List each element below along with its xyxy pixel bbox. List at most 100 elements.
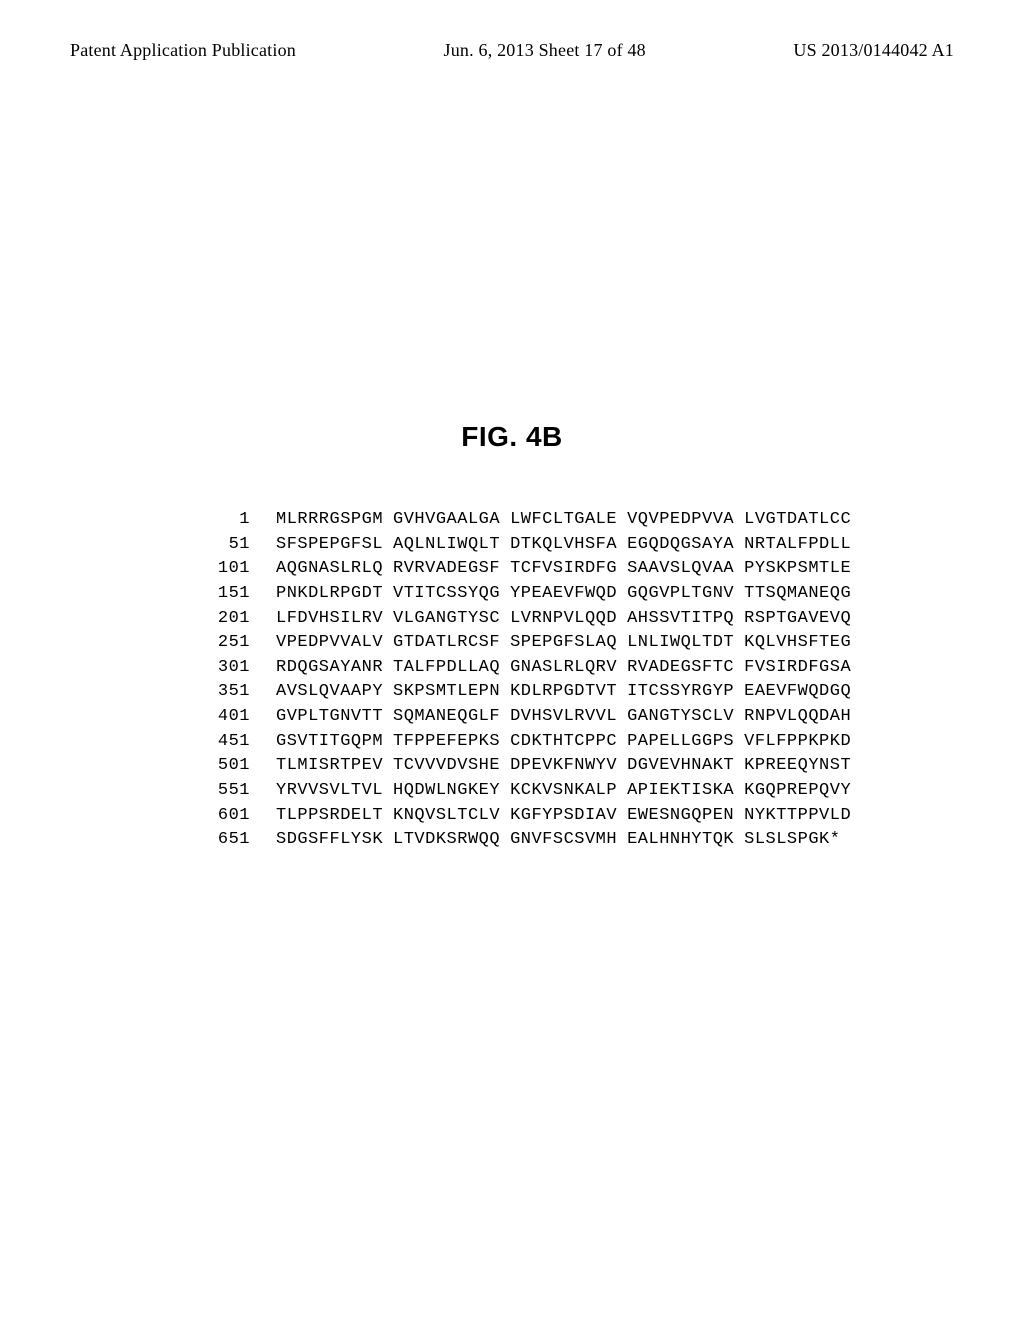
header-right: US 2013/0144042 A1 xyxy=(793,40,954,61)
sequence-block-segment: VTITCSSYQG xyxy=(393,582,500,607)
sequence-block-segment: GVPLTGNVTT xyxy=(276,705,383,730)
sequence-block-segment: HQDWLNGKEY xyxy=(393,779,500,804)
figure-label: FIG. 4B xyxy=(70,421,954,453)
sequence-block-segment: GNVFSCSVMH xyxy=(510,828,617,853)
sequence-block-segment: SPEPGFSLAQ xyxy=(510,631,617,656)
sequence-block-segment: DVHSVLRVVL xyxy=(510,705,617,730)
sequence-block-segment: EALHNHYTQK xyxy=(627,828,734,853)
sequence-block-segment: YPEAEVFWQD xyxy=(510,582,617,607)
sequence-row: 601 TLPPSRDELT KNQVSLTCLV KGFYPSDIAV EWESNGQ… xyxy=(200,804,954,829)
sequence-block-segment: TFPPEFEPKS xyxy=(393,730,500,755)
sequence-row: 51 SFSPEPGFSL AQLNLIWQLT DTKQLVHSFA EGQDQGSA… xyxy=(200,533,954,558)
sequence-block-segment: KGQPREPQVY xyxy=(744,779,851,804)
sequence-block-segment: EAEVFWQDGQ xyxy=(744,680,851,705)
sequence-block-segment: AQGNASLRLQ xyxy=(276,557,383,582)
sequence-block-segment: APIEKTISKA xyxy=(627,779,734,804)
sequence-block-segment: DPEVKFNWYV xyxy=(510,754,617,779)
sequence-block-segment: GQGVPLTGNV xyxy=(627,582,734,607)
header-left: Patent Application Publication xyxy=(70,40,296,61)
sequence-block-segment: KCKVSNKALP xyxy=(510,779,617,804)
sequence-block-segment: PYSKPSMTLE xyxy=(744,557,851,582)
sequence-block-segment: NYKTTPPVLD xyxy=(744,804,851,829)
sequence-block-segment: AVSLQVAAPY xyxy=(276,680,383,705)
sequence-block-segment: EGQDQGSAYA xyxy=(627,533,734,558)
sequence-block-segment: LNLIWQLTDT xyxy=(627,631,734,656)
sequence-block-segment: EWESNGQPEN xyxy=(627,804,734,829)
sequence-row: 551YRVVSVLTVLHQDWLNGKEYKCKVSNKALPAPIEKTI… xyxy=(200,779,954,804)
sequence-position: 351 xyxy=(200,680,250,705)
sequence-block-segment: LVRNPVLQQD xyxy=(510,607,617,632)
sequence-row: 101 AQGNASLRLQ RVRVADEGSF TCFVSIRDFG SAAVSLQ… xyxy=(200,557,954,582)
sequence-block-segment: KGFYPSDIAV xyxy=(510,804,617,829)
sequence-block-segment: TLPPSRDELT xyxy=(276,804,383,829)
sequence-position: 101 xyxy=(200,557,250,582)
sequence-position: 151 xyxy=(200,582,250,607)
sequence-row: 201 LFDVHSILRV VLGANGTYSC LVRNPVLQQD AHSSVTI… xyxy=(200,607,954,632)
sequence-row: 401 GVPLTGNVTT SQMANEQGLF DVHSVLRVVL GANGTYS… xyxy=(200,705,954,730)
sequence-block-segment: SKPSMTLEPN xyxy=(393,680,500,705)
sequence-position: 201 xyxy=(200,607,250,632)
sequence-row: 151 PNKDLRPGDT VTITCSSYQG YPEAEVFWQD GQGVPLT… xyxy=(200,582,954,607)
sequence-block-segment: KPREEQYNST xyxy=(744,754,851,779)
sequence-position: 401 xyxy=(200,705,250,730)
sequence-block-segment: VLGANGTYSC xyxy=(393,607,500,632)
sequence-block-segment: TALFPDLLAQ xyxy=(393,656,500,681)
sequence-block: 1 MLRRRGSPGM GVHVGAALGA LWFCLTGALE VQVPEDPVV… xyxy=(200,508,954,853)
sequence-block-segment: VFLFPPKPKD xyxy=(744,730,851,755)
sequence-block-segment: KDLRPGDTVT xyxy=(510,680,617,705)
sequence-block-segment: RVRVADEGSF xyxy=(393,557,500,582)
sequence-block-segment: GNASLRLQRV xyxy=(510,656,617,681)
sequence-position: 51 xyxy=(200,533,250,558)
page-header: Patent Application Publication Jun. 6, 2… xyxy=(70,40,954,61)
sequence-block-segment: SAAVSLQVAA xyxy=(627,557,734,582)
sequence-block-segment: GANGTYSCLV xyxy=(627,705,734,730)
sequence-block-segment: TCFVSIRDFG xyxy=(510,557,617,582)
sequence-position: 451 xyxy=(200,730,250,755)
sequence-block-segment: PAPELLGGPS xyxy=(627,730,734,755)
sequence-block-segment: SQMANEQGLF xyxy=(393,705,500,730)
sequence-block-segment: TLMISRTPEV xyxy=(276,754,383,779)
sequence-block-segment: PNKDLRPGDT xyxy=(276,582,383,607)
sequence-block-segment: YRVVSVLTVL xyxy=(276,779,383,804)
sequence-block-segment: GTDATLRCSF xyxy=(393,631,500,656)
sequence-position: 251 xyxy=(200,631,250,656)
sequence-block-segment: RSPTGAVEVQ xyxy=(744,607,851,632)
sequence-block-segment: ITCSSYRGYP xyxy=(627,680,734,705)
sequence-block-segment: VQVPEDPVVA xyxy=(627,508,734,533)
sequence-block-segment: KQLVHSFTEG xyxy=(744,631,851,656)
sequence-block-segment: GSVTITGQPM xyxy=(276,730,383,755)
sequence-block-segment: AQLNLIWQLT xyxy=(393,533,500,558)
sequence-block-segment: AHSSVTITPQ xyxy=(627,607,734,632)
sequence-row: 1 MLRRRGSPGM GVHVGAALGA LWFCLTGALE VQVPEDPVV… xyxy=(200,508,954,533)
sequence-block-segment: TCVVVDVSHE xyxy=(393,754,500,779)
sequence-block-segment: TTSQMANEQG xyxy=(744,582,851,607)
sequence-block-segment: LFDVHSILRV xyxy=(276,607,383,632)
sequence-block-segment: LWFCLTGALE xyxy=(510,508,617,533)
sequence-block-segment: LTVDKSRWQQ xyxy=(393,828,500,853)
sequence-position: 601 xyxy=(200,804,250,829)
sequence-row: 351 AVSLQVAAPY SKPSMTLEPN KDLRPGDTVT ITCSSYR… xyxy=(200,680,954,705)
header-center: Jun. 6, 2013 Sheet 17 of 48 xyxy=(443,40,645,61)
sequence-block-segment: RNPVLQQDAH xyxy=(744,705,851,730)
sequence-block-segment: DTKQLVHSFA xyxy=(510,533,617,558)
sequence-block-segment: SDGSFFLYSK xyxy=(276,828,383,853)
sequence-block-segment: CDKTHTCPPC xyxy=(510,730,617,755)
sequence-row: 301RDQGSAYANRTALFPDLLAQGNASLRLQRVRVADEGS… xyxy=(200,656,954,681)
sequence-block-segment: RDQGSAYANR xyxy=(276,656,383,681)
sequence-block-segment: SFSPEPGFSL xyxy=(276,533,383,558)
sequence-row: 451 GSVTITGQPM TFPPEFEPKS CDKTHTCPPC PAPELLG… xyxy=(200,730,954,755)
sequence-position: 1 xyxy=(200,508,250,533)
sequence-block-segment: KNQVSLTCLV xyxy=(393,804,500,829)
sequence-block-segment: FVSIRDFGSA xyxy=(744,656,851,681)
sequence-block-segment: MLRRRGSPGM xyxy=(276,508,383,533)
page: Patent Application Publication Jun. 6, 2… xyxy=(0,0,1024,1320)
sequence-block-segment: LVGTDATLCC xyxy=(744,508,851,533)
sequence-position: 651 xyxy=(200,828,250,853)
sequence-block-segment: GVHVGAALGA xyxy=(393,508,500,533)
sequence-position: 301 xyxy=(200,656,250,681)
sequence-block-segment: VPEDPVVALV xyxy=(276,631,383,656)
sequence-block-segment: SLSLSPGK* xyxy=(744,828,840,853)
sequence-row: 501TLMISRTPEVTCVVVDVSHEDPEVKFNWYVDGVEVHN… xyxy=(200,754,954,779)
sequence-row: 251 VPEDPVVALV GTDATLRCSF SPEPGFSLAQ LNLIWQL… xyxy=(200,631,954,656)
sequence-block-segment: NRTALFPDLL xyxy=(744,533,851,558)
